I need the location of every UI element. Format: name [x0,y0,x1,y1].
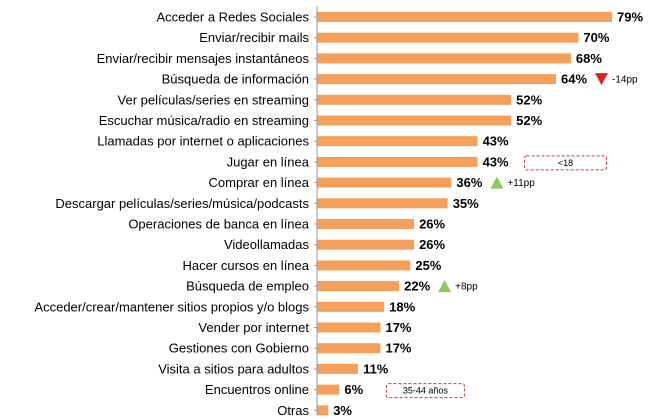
category-label: Jugar en línea [227,154,310,169]
category-label: Hacer cursos en línea [183,258,310,273]
category-label: Enviar/recibir mails [199,30,309,45]
category-label: Descargar películas/series/música/podcas… [55,196,309,211]
value-label: 25% [415,258,441,273]
change-annotation: -14pp [612,75,638,86]
segment-badge [524,155,608,171]
category-label: Encuentros online [205,382,309,397]
category-label: Ver películas/series en streaming [118,92,309,107]
value-label: 17% [385,341,411,356]
bar [317,301,385,312]
value-label: 26% [419,217,445,232]
bar [317,53,571,64]
change-annotation: +11pp [507,178,535,189]
category-label: Llamadas por internet o aplicaciones [97,134,309,149]
category-label: Gestiones con Gobierno [169,341,309,356]
value-label: 35% [453,196,479,211]
value-label: 79% [617,10,643,25]
value-label: 43% [483,154,509,169]
value-label: 6% [344,382,363,397]
value-label: 3% [333,403,352,418]
category-label: Escuchar música/radio en streaming [99,113,309,128]
category-label: Visita a sitios para adultos [158,361,309,376]
bar [317,260,411,271]
value-label: 17% [385,320,411,335]
axis-layer [314,6,318,415]
category-label: Operaciones de banca en línea [128,217,309,232]
category-label: Acceder a Redes Sociales [157,10,310,25]
bar [317,74,556,85]
value-label: 43% [483,134,509,149]
bars-layer [317,12,612,416]
labels-layer: Acceder a Redes Sociales 79% Enviar/recibi… [34,10,643,418]
bar [317,136,478,147]
category-label: Búsqueda de empleo [186,279,309,294]
value-label: 68% [576,51,602,66]
bar [317,322,381,333]
segment-badge [385,383,465,399]
up-arrow-icon [438,280,452,293]
bar [317,94,512,105]
category-label: Enviar/recibir mensajes instantáneos [97,51,310,66]
value-label: 70% [583,30,609,45]
up-arrow-icon [490,176,504,189]
value-label: 18% [389,299,415,314]
bar [317,384,340,395]
bar [317,115,512,126]
value-label: 36% [456,175,482,190]
value-label: 52% [516,92,542,107]
category-label: Videollamadas [224,237,310,252]
change-annotation: +8pp [455,282,478,293]
bar [317,156,478,167]
bar [317,32,579,43]
value-label: 52% [516,113,542,128]
value-label: 26% [419,237,445,252]
value-label: 22% [404,279,430,294]
category-label: Búsqueda de información [162,72,309,87]
bar [317,281,400,292]
bar [317,405,329,416]
category-label: Otras [277,403,309,418]
bar [317,219,415,229]
bar [317,177,452,188]
category-label: Comprar en línea [209,175,310,190]
bar [317,343,381,354]
bar [317,363,359,374]
segment-badge-label: 35-44 años [403,386,449,396]
category-label: Acceder/crear/mantener sitios propios y/… [34,299,309,314]
value-label: 64% [561,72,587,87]
segment-badge-label: <18 [558,158,573,168]
category-label: Vender por internet [198,320,309,335]
bar [317,239,415,250]
annotations-layer: -14pp <18 +11pp +8pp 35-44 años [385,73,638,399]
value-label: 11% [363,361,389,376]
down-arrow-icon [594,73,608,86]
bar [317,198,448,209]
bar [317,12,612,22]
